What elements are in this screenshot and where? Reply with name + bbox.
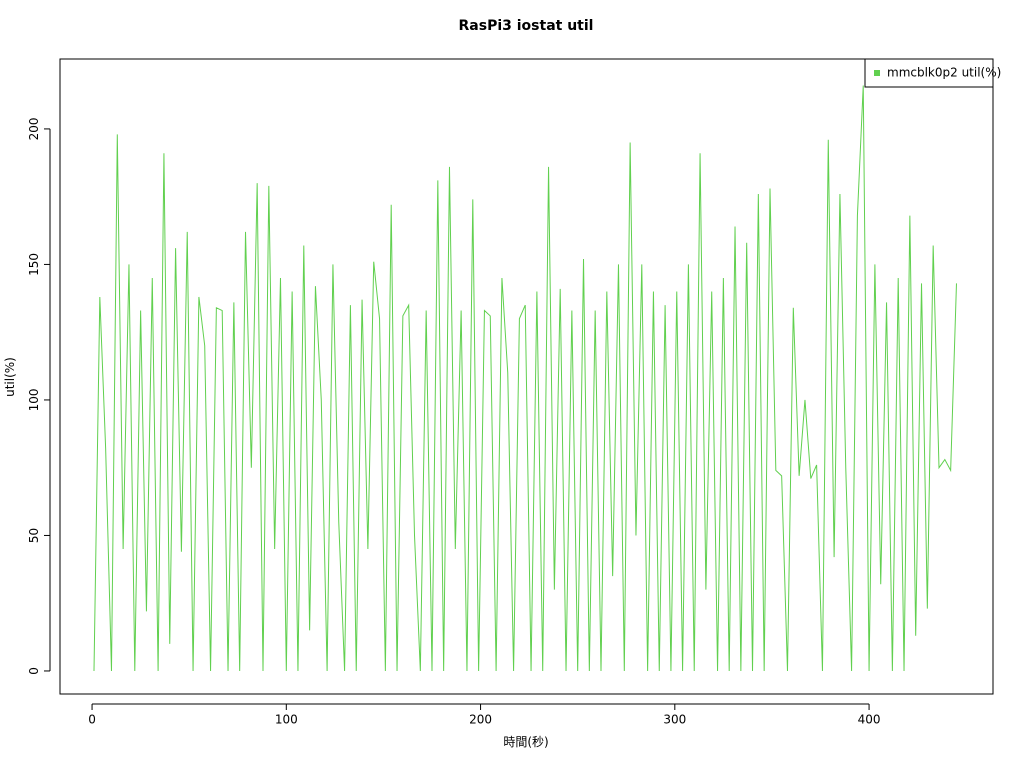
x-tick-label: 300 <box>663 713 686 727</box>
x-tick-label: 200 <box>469 713 492 727</box>
chart-title: RasPi3 iostat util <box>459 18 594 34</box>
y-tick-label: 150 <box>27 253 41 276</box>
x-axis-label: 時間(秒) <box>503 735 548 749</box>
data-line <box>93 85 957 671</box>
legend-box <box>864 58 994 88</box>
legend-label: mmcblk0p2 util(%) <box>887 66 1001 80</box>
y-tick-label: 100 <box>27 388 41 411</box>
y-axis-label: util(%) <box>3 357 17 397</box>
x-tick-label: 100 <box>275 713 298 727</box>
x-tick-label: 400 <box>858 713 881 727</box>
y-tick-label: 200 <box>27 117 41 140</box>
plot-frame <box>59 58 994 695</box>
x-tick-label: 0 <box>88 713 96 727</box>
legend-swatch <box>874 70 880 76</box>
y-tick-label: 0 <box>27 667 41 675</box>
y-tick-label: 50 <box>27 528 41 543</box>
